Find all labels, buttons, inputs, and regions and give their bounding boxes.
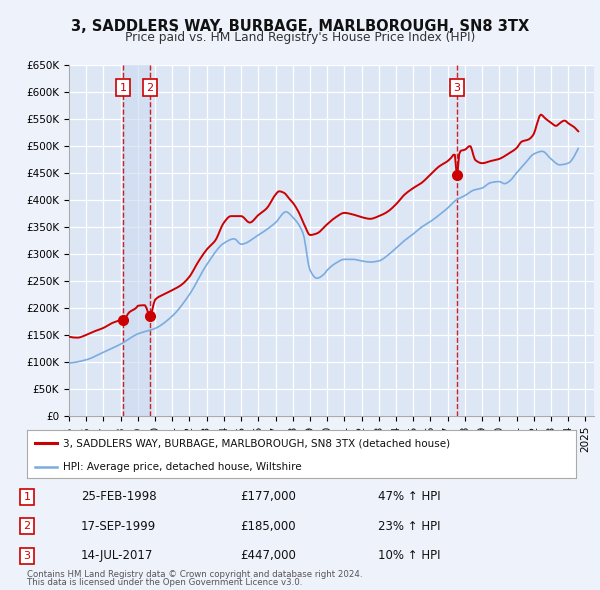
Text: 47% ↑ HPI: 47% ↑ HPI — [378, 490, 440, 503]
Text: 2: 2 — [23, 522, 31, 531]
Text: 23% ↑ HPI: 23% ↑ HPI — [378, 520, 440, 533]
Text: 3, SADDLERS WAY, BURBAGE, MARLBOROUGH, SN8 3TX (detached house): 3, SADDLERS WAY, BURBAGE, MARLBOROUGH, S… — [62, 438, 450, 448]
Text: 10% ↑ HPI: 10% ↑ HPI — [378, 549, 440, 562]
Text: This data is licensed under the Open Government Licence v3.0.: This data is licensed under the Open Gov… — [27, 578, 302, 587]
Text: 3: 3 — [23, 551, 31, 560]
Text: Price paid vs. HM Land Registry's House Price Index (HPI): Price paid vs. HM Land Registry's House … — [125, 31, 475, 44]
Text: £185,000: £185,000 — [240, 520, 296, 533]
Text: 2: 2 — [146, 83, 154, 93]
Text: HPI: Average price, detached house, Wiltshire: HPI: Average price, detached house, Wilt… — [62, 462, 301, 472]
Text: £177,000: £177,000 — [240, 490, 296, 503]
Text: 25-FEB-1998: 25-FEB-1998 — [81, 490, 157, 503]
Text: 17-SEP-1999: 17-SEP-1999 — [81, 520, 156, 533]
Text: 1: 1 — [23, 492, 31, 502]
Bar — [123, 65, 150, 416]
Text: 14-JUL-2017: 14-JUL-2017 — [81, 549, 154, 562]
Text: £447,000: £447,000 — [240, 549, 296, 562]
Text: 1: 1 — [119, 83, 127, 93]
Text: 3: 3 — [454, 83, 460, 93]
Text: 3, SADDLERS WAY, BURBAGE, MARLBOROUGH, SN8 3TX: 3, SADDLERS WAY, BURBAGE, MARLBOROUGH, S… — [71, 19, 529, 34]
Text: Contains HM Land Registry data © Crown copyright and database right 2024.: Contains HM Land Registry data © Crown c… — [27, 570, 362, 579]
